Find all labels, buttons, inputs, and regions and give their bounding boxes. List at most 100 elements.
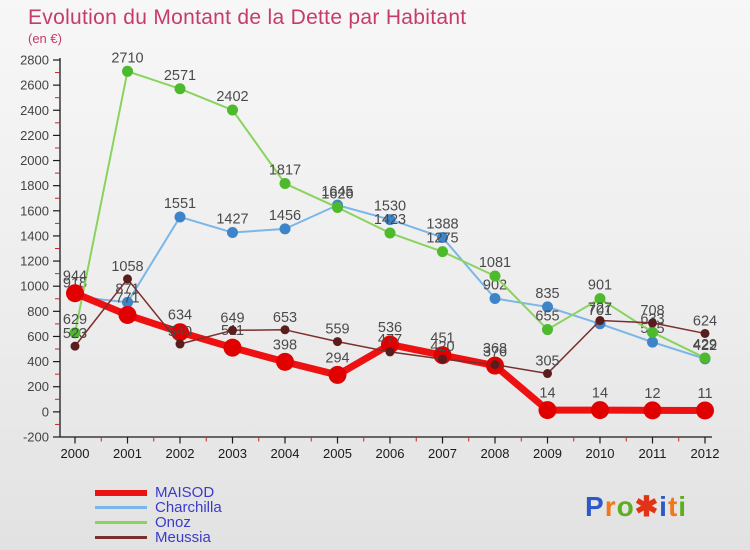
chart-title: Evolution du Montant de la Dette par Hab… — [28, 6, 467, 29]
x-tick-label: 2003 — [218, 446, 247, 461]
data-label: 727 — [588, 301, 612, 317]
legend-label-maisod: MAISOD — [155, 484, 215, 501]
y-tick-label: 600 — [27, 329, 49, 344]
data-point — [594, 293, 606, 305]
x-tick-label: 2004 — [271, 446, 300, 461]
data-point — [118, 305, 137, 324]
y-tick-label: 1600 — [20, 203, 49, 218]
data-label: 1081 — [479, 255, 511, 271]
y-tick-label: 2800 — [20, 53, 49, 68]
x-tick-label: 2012 — [691, 446, 720, 461]
series-onoz: 629 2710 2571 2402 1817 1626 1423 1275 1081 655 90… — [63, 50, 717, 364]
logo-letter: i — [678, 491, 688, 522]
data-label: 559 — [325, 322, 349, 338]
data-label: 451 — [430, 331, 454, 347]
data-label: 701 — [588, 303, 612, 319]
data-point — [279, 178, 291, 190]
data-label: 1275 — [426, 231, 458, 247]
legend-item-onoz: Onoz — [95, 515, 222, 530]
legend-label-charchilla: Charchilla — [155, 499, 222, 516]
data-point — [647, 326, 658, 338]
x-tick-label: 2010 — [586, 446, 615, 461]
data-point — [328, 365, 347, 384]
logo-letter: ✱ — [634, 491, 660, 522]
data-label: 1626 — [321, 187, 353, 203]
y-tick-label: 200 — [27, 379, 49, 394]
data-label: 653 — [273, 310, 297, 326]
data-point — [489, 270, 501, 282]
data-label: 1530 — [374, 199, 406, 215]
legend-item-meussia: Meussia — [95, 530, 222, 545]
axes: -200 0 200 400 600 800 1000 1200 1400 1600 1800 200… — [20, 53, 719, 462]
data-point — [643, 401, 662, 420]
x-tick-label: 2002 — [166, 446, 195, 461]
data-label: 624 — [693, 313, 717, 329]
data-label: 536 — [378, 320, 402, 336]
y-tick-label: 2200 — [20, 128, 49, 143]
data-label: 1456 — [269, 208, 301, 224]
data-point — [437, 246, 448, 258]
data-point — [384, 214, 396, 226]
data-label: 1388 — [426, 216, 458, 232]
data-label: 376 — [483, 345, 507, 361]
data-label: 14 — [539, 386, 555, 402]
data-point — [227, 104, 238, 116]
x-tick-label: 2007 — [428, 446, 457, 461]
data-label: 1058 — [111, 259, 143, 275]
data-point — [648, 318, 657, 328]
logo-letter: P — [585, 491, 605, 522]
data-label: 708 — [640, 303, 664, 319]
data-point — [280, 325, 290, 335]
legend-item-charchilla: Charchilla — [95, 500, 222, 515]
data-point — [699, 352, 711, 364]
y-tick-label: 0 — [42, 404, 49, 419]
data-point — [384, 227, 396, 239]
data-label: 477 — [378, 332, 402, 348]
data-label: 540 — [168, 324, 192, 340]
data-label: 944 — [63, 269, 87, 285]
data-point — [66, 284, 84, 303]
proxiti-logo: Pro✱iti — [585, 490, 687, 523]
data-point — [490, 360, 500, 370]
data-label: 429 — [693, 337, 717, 353]
data-point — [227, 227, 238, 239]
data-label: 11 — [697, 386, 712, 402]
data-label: 14 — [592, 386, 608, 402]
chart-subtitle: (en €) — [28, 31, 62, 46]
data-label: 1817 — [269, 163, 301, 179]
logo-letter: t — [667, 491, 679, 522]
data-point — [123, 274, 132, 284]
legend-swatch-charchilla — [95, 506, 147, 509]
data-point — [276, 352, 294, 371]
data-point — [437, 231, 448, 243]
data-point — [647, 336, 658, 348]
data-label: 1427 — [216, 212, 248, 228]
data-label: 422 — [693, 338, 717, 354]
data-point — [385, 347, 395, 357]
x-tick-label: 2006 — [376, 446, 405, 461]
data-point — [489, 293, 501, 305]
logo-letter: o — [616, 491, 635, 522]
y-tick-label: 400 — [27, 354, 49, 369]
series-meussia: 523 1058 540 649 653 559 477 420 376 305 727 708 624 — [63, 259, 717, 379]
x-tick-label: 2009 — [533, 446, 562, 461]
data-point — [69, 327, 81, 339]
legend-label-onoz: Onoz — [155, 514, 191, 531]
logo-letter: r — [604, 491, 617, 522]
data-label: 1551 — [164, 196, 196, 212]
data-label: 2571 — [164, 68, 196, 84]
data-point — [122, 296, 133, 308]
data-label: 420 — [430, 339, 454, 355]
x-tick-label: 2005 — [323, 446, 352, 461]
data-point — [333, 337, 342, 347]
y-tick-label: 1800 — [20, 178, 49, 193]
data-label: 1645 — [321, 184, 353, 200]
data-point — [174, 211, 186, 223]
data-label: 305 — [535, 354, 559, 370]
data-point — [122, 65, 133, 77]
data-label: 294 — [325, 350, 349, 366]
y-tick-label: 1200 — [20, 254, 49, 269]
data-label: 12 — [644, 386, 660, 402]
data-point — [70, 341, 80, 351]
